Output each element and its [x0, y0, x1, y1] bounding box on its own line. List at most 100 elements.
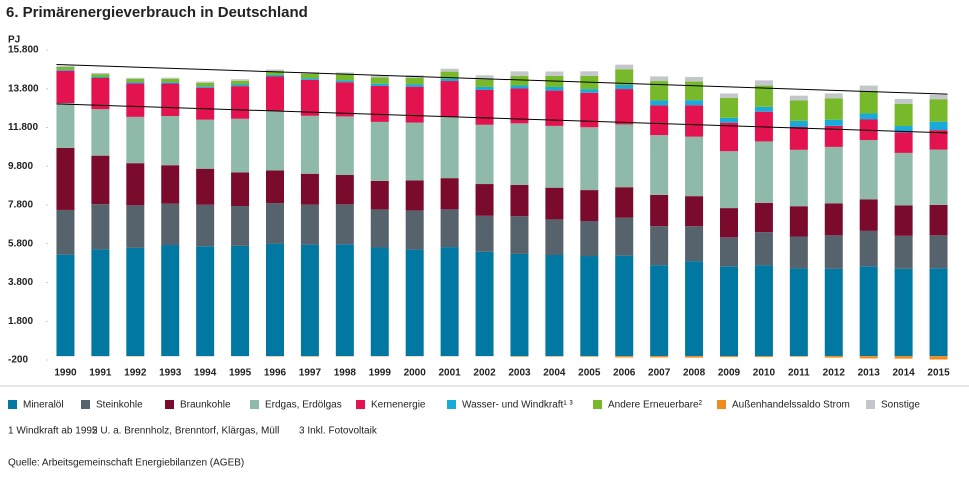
bar-segment [790, 150, 808, 206]
x-tick-label: 1991 [89, 368, 112, 379]
x-tick-label: 1998 [334, 368, 357, 379]
bar-segment [685, 196, 703, 226]
bar-segment [91, 249, 109, 356]
bar-segment [510, 216, 528, 254]
bar-segment [510, 356, 528, 357]
bar-segment [336, 80, 354, 82]
bar-segment [510, 254, 528, 356]
bar-segment [790, 268, 808, 356]
bar-segment [580, 93, 598, 127]
bar-segment [371, 248, 389, 357]
bar-segment [301, 174, 319, 205]
bar-segment [231, 86, 249, 119]
bar-segment [196, 83, 214, 86]
bar-segment [336, 175, 354, 204]
bar-segment [266, 70, 284, 72]
bar-segment [406, 250, 424, 357]
bar-segment [790, 356, 808, 357]
bar-segment [895, 206, 913, 236]
bar-segment [650, 226, 668, 265]
bar-segment [406, 180, 424, 210]
bar-segment [231, 81, 249, 85]
legend-label: Sonstige [881, 400, 920, 411]
bar-segment [580, 127, 598, 190]
bar-segment [930, 99, 948, 121]
bar-segment [56, 210, 74, 255]
bar-segment [720, 151, 738, 208]
bar-segment [650, 100, 668, 105]
bar-segment [196, 86, 214, 87]
bar-segment [930, 205, 948, 235]
legend-swatch [356, 400, 365, 409]
x-tick-label: 2001 [438, 368, 461, 379]
bar-segment [545, 87, 563, 91]
bar-segment [476, 125, 494, 184]
y-tick-label: 7.800 [8, 200, 33, 211]
bar-segment [930, 356, 948, 359]
bar-segment [441, 117, 459, 178]
bar-segment [755, 141, 773, 202]
bar-segment [825, 269, 843, 356]
x-tick-label: 2003 [508, 368, 531, 379]
bar-segment [510, 85, 528, 88]
bar-segment [441, 247, 459, 356]
bar-segment [790, 100, 808, 120]
x-tick-label: 2009 [718, 368, 741, 379]
bar-segment [930, 235, 948, 268]
bar-segment [860, 91, 878, 114]
bar-segment [720, 237, 738, 266]
bar-segment [161, 116, 179, 165]
bar-segment [161, 79, 179, 82]
bar-segment [685, 226, 703, 261]
bar-segment [231, 84, 249, 86]
bar-segment [895, 269, 913, 356]
bar-segment [825, 356, 843, 358]
bar-segment [196, 169, 214, 205]
x-tick-label: 2014 [892, 368, 915, 379]
bar-segment [790, 121, 808, 127]
bar-segment [790, 237, 808, 269]
bar-segment [510, 123, 528, 185]
x-tick-label: 1996 [264, 368, 287, 379]
bar-segment [685, 77, 703, 82]
bar-segment [406, 123, 424, 181]
bar-segment [161, 78, 179, 79]
bar-segment [615, 69, 633, 85]
x-tick-label: 1995 [229, 368, 252, 379]
bar-segment [301, 205, 319, 245]
bar-segment [231, 172, 249, 206]
bar-segment [371, 209, 389, 247]
bar-segment [685, 356, 703, 358]
legend-swatch [717, 400, 726, 409]
trend-line [56, 104, 947, 133]
bar-segment [91, 204, 109, 249]
bar-segment [476, 252, 494, 356]
bar-segment [126, 83, 144, 117]
bar-segment [56, 70, 74, 71]
bar-segment [895, 99, 913, 104]
bar-segment [476, 184, 494, 216]
footnote: 2 U. a. Brennholz, Brenntorf, Klärgas, M… [92, 426, 279, 437]
legend-swatch [250, 400, 259, 409]
bar-segment [301, 116, 319, 174]
bar-segment [406, 78, 424, 84]
legend-swatch [8, 400, 17, 409]
bar-segment [441, 209, 459, 247]
bar-segment [126, 82, 144, 83]
x-tick-label: 2005 [578, 368, 601, 379]
bar-segment [615, 89, 633, 124]
bar-segment [266, 111, 284, 171]
y-tick-label: 13.800 [8, 83, 39, 94]
y-tick-label: 5.800 [8, 238, 33, 249]
bar-segment [161, 245, 179, 356]
bar-segment [371, 84, 389, 86]
bar-segment [860, 231, 878, 266]
y-tick-label: 9.800 [8, 161, 33, 172]
bar-segment [895, 104, 913, 126]
bar-segment [895, 356, 913, 359]
bar-segment [441, 69, 459, 72]
bar-segment [266, 203, 284, 243]
bar-segment [406, 84, 424, 86]
bar-segment [650, 135, 668, 195]
bar-segment [755, 107, 773, 112]
